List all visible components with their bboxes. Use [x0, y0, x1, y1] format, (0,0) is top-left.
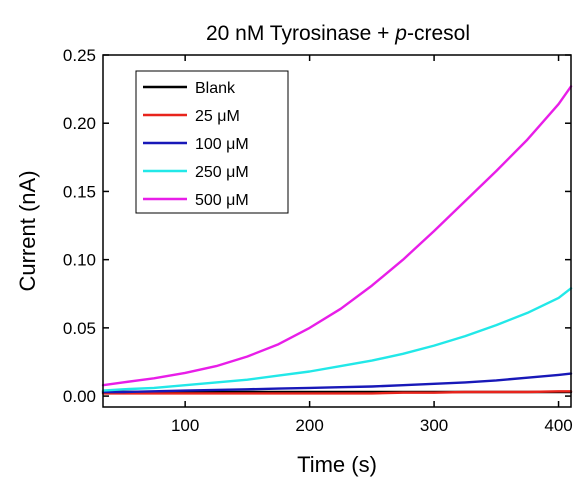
legend-label-4: 500 μM: [195, 192, 249, 209]
x-tick-label: 400: [544, 416, 572, 435]
x-tick-label: 100: [171, 416, 199, 435]
y-tick-label: 0.10: [63, 251, 96, 270]
x-tick-label: 200: [295, 416, 323, 435]
series-line-4: [101, 85, 573, 387]
x-tick-label: 300: [420, 416, 448, 435]
legend-label-2: 100 μM: [195, 136, 249, 153]
series-line-1: [101, 390, 573, 395]
y-tick-label: 0.05: [63, 319, 96, 338]
series-line-2: [101, 372, 573, 394]
series-layer: [101, 85, 573, 395]
plot-frame: [102, 54, 572, 408]
series-line-3: [101, 287, 573, 392]
legend-label-3: 250 μM: [195, 164, 249, 181]
ticks-layer: 100 200 300 400 0.00 0.05 0.10 0.15 0.20 0.25: [63, 46, 573, 435]
legend: Blank 25 μM 100 μM 250 μM 500 μM: [135, 70, 289, 214]
chart-title-prefix: 20 nM Tyrosinase +: [206, 22, 395, 45]
y-axis-title: Current (nA): [15, 170, 40, 291]
legend-label-0: Blank: [195, 80, 236, 97]
chart-title: 20 nM Tyrosinase + p-cresol: [206, 22, 470, 45]
y-tick-label: 0.25: [63, 46, 96, 65]
y-tick-label: 0.20: [63, 114, 96, 133]
chart-title-suffix: -cresol: [407, 22, 470, 45]
legend-label-1: 25 μM: [195, 108, 240, 125]
chart-title-italic: p: [394, 22, 407, 45]
legend-entries: Blank 25 μM 100 μM 250 μM 500 μM: [143, 80, 249, 209]
y-tick-label: 0.00: [63, 387, 96, 406]
x-axis-title: Time (s): [297, 452, 377, 477]
y-tick-label: 0.15: [63, 182, 96, 201]
